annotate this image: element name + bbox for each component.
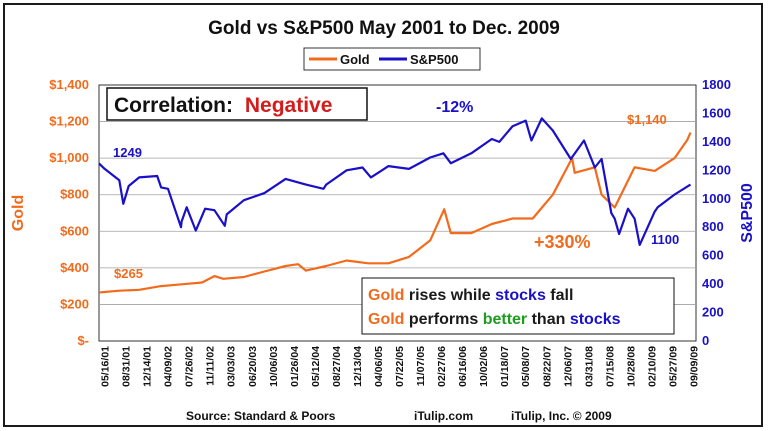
x-tick-label: 12/06/07: [562, 346, 574, 387]
x-tick-label: 05/27/09: [667, 346, 679, 387]
x-tick-label: 06/20/03: [247, 346, 259, 387]
right-axis-ticks: 0 200 400 600 800 1000 1200 1400 1600 1800: [702, 77, 731, 348]
left-tick-label: $800: [60, 187, 89, 202]
legend: Gold S&P500: [303, 47, 481, 71]
legend-gold-label: Gold: [340, 52, 370, 67]
x-tick-label: 07/15/08: [604, 346, 616, 387]
left-tick-label: $1,000: [49, 150, 89, 165]
right-tick-label: 1800: [702, 77, 731, 92]
left-tick-label: $1,200: [49, 114, 89, 129]
callout-segment: than: [527, 311, 570, 328]
callout-segment: Gold: [368, 287, 404, 304]
right-tick-label: 800: [702, 219, 724, 234]
annotation-gold-start: $265: [114, 266, 143, 281]
callout-segment: rises while: [404, 287, 495, 304]
annotation-sp-change: -12%: [436, 99, 473, 116]
legend-sp500-label: S&P500: [410, 52, 458, 67]
x-tick-label: 05/08/07: [520, 346, 532, 387]
right-tick-label: 1600: [702, 105, 731, 120]
x-tick-label: 09/09/09: [689, 346, 701, 387]
x-tick-label: 12/13/04: [352, 346, 364, 387]
callout-box-border: [361, 277, 675, 335]
x-tick-label: 04/09/02: [163, 346, 175, 387]
x-axis-ticks: 05/16/01 08/31/01 12/14/01 04/09/02 07/26/02…: [100, 346, 701, 387]
x-tick-label: 08/27/04: [331, 346, 343, 387]
correlation-value: Negative: [245, 94, 333, 117]
callout-segment: stocks: [570, 311, 621, 328]
callout-line-1: Gold rises while stocks fall: [368, 287, 573, 304]
x-tick-label: 10/28/08: [625, 346, 637, 387]
right-tick-label: 600: [702, 248, 724, 263]
annotation-gold-end: $1,140: [627, 112, 667, 127]
x-tick-label: 11/11/02: [205, 346, 217, 386]
x-tick-label: 05/16/01: [100, 346, 112, 387]
right-tick-label: 200: [702, 305, 724, 320]
series-gold-line: [98, 132, 692, 294]
right-axis-label: S&P500: [739, 183, 756, 243]
footer-copyright: iTulip, Inc. © 2009: [511, 409, 612, 423]
x-tick-label: 01/18/07: [499, 346, 511, 387]
left-tick-label: $1,400: [49, 77, 89, 92]
x-tick-label: 03/03/03: [226, 346, 238, 387]
callout-box: Gold rises while stocks fall Gold perfor…: [361, 277, 675, 335]
x-tick-label: 02/10/09: [646, 346, 658, 387]
x-tick-label: 07/26/02: [184, 346, 196, 387]
correlation-label: Correlation:: [114, 94, 233, 117]
annotation-sp-end: 1100: [651, 232, 679, 247]
callout-segment: performs: [404, 311, 482, 328]
right-tick-label: 1000: [702, 191, 731, 206]
right-tick-label: 1400: [702, 134, 731, 149]
callout-segment: better: [483, 311, 527, 328]
left-axis-ticks: $- $200 $400 $600 $800 $1,000 $1,200 $1,400: [49, 77, 89, 348]
correlation-text: Correlation: Negative: [114, 94, 332, 117]
x-tick-label: 08/22/07: [541, 346, 553, 387]
callout-segment: fall: [546, 287, 574, 304]
right-tick-label: 400: [702, 276, 724, 291]
footer-site: iTulip.com: [414, 409, 473, 423]
x-tick-label: 12/14/01: [142, 346, 154, 387]
annotation-sp-start: 1249: [113, 145, 142, 160]
callout-line-2: Gold performs better than stocks: [368, 311, 621, 328]
right-tick-label: 0: [702, 333, 709, 348]
left-tick-label: $200: [60, 296, 89, 311]
correlation-box-border: [106, 87, 368, 121]
x-tick-label: 04/06/05: [373, 346, 385, 387]
x-tick-label: 03/31/08: [583, 346, 595, 387]
left-tick-label: $600: [60, 223, 89, 238]
x-tick-label: 07/22/05: [394, 346, 406, 387]
x-tick-label: 06/16/06: [457, 346, 469, 387]
left-axis-label: Gold: [10, 195, 27, 231]
x-tick-label: 05/12/04: [310, 346, 322, 387]
x-tick-label: 10/02/06: [478, 346, 490, 387]
chart-title: Gold vs S&P500 May 2001 to Dec. 2009: [208, 18, 560, 39]
left-tick-label: $-: [77, 333, 89, 348]
footer-source: Source: Standard & Poors: [186, 409, 336, 423]
callout-segment: Gold: [368, 311, 404, 328]
callout-segment: stocks: [495, 287, 546, 304]
x-tick-label: 02/27/06: [436, 346, 448, 387]
correlation-box: Correlation: Negative: [106, 87, 368, 121]
x-tick-label: 08/31/01: [121, 346, 133, 387]
x-tick-label: 01/26/04: [289, 346, 301, 387]
series-sp500-line: [98, 117, 692, 246]
x-tick-label: 11/07/05: [415, 346, 427, 386]
x-tick-label: 10/06/03: [268, 346, 280, 387]
annotation-gold-change: +330%: [534, 232, 591, 252]
left-tick-label: $400: [60, 260, 89, 275]
right-tick-label: 1200: [702, 162, 731, 177]
